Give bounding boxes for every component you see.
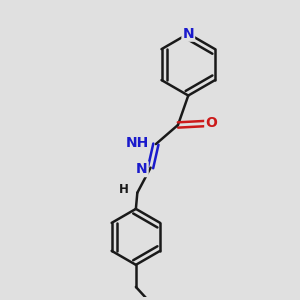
Text: N: N [182,27,194,41]
Text: H: H [118,183,128,196]
Text: O: O [205,116,217,130]
Text: NH: NH [125,136,148,150]
Text: N: N [136,162,148,176]
